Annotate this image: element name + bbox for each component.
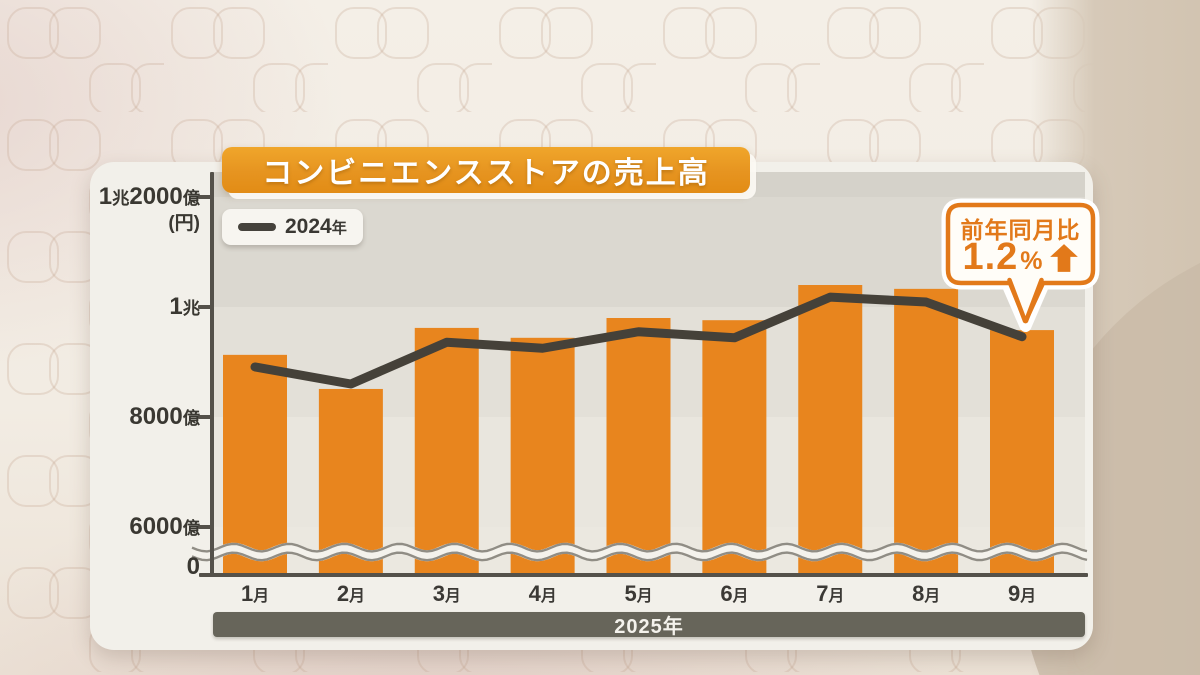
- bars-2025: [223, 285, 1054, 577]
- line-legend-swatch-icon: [238, 223, 276, 231]
- axes: [198, 172, 1088, 577]
- y-tick-8000: 8000億: [129, 403, 200, 430]
- yoy-callout-bubble: [941, 198, 1100, 332]
- y-tick-12000: 1兆2000億: [98, 183, 200, 210]
- x-tick-6月: 6月: [720, 581, 749, 606]
- yoy-unit: %: [1020, 246, 1043, 275]
- x-tick-8月: 8月: [912, 581, 941, 606]
- line-2024: [250, 292, 1027, 389]
- x-tick-1月: 1月: [240, 581, 270, 606]
- bar-3月: [414, 327, 479, 577]
- y-tick-0: 0: [186, 553, 200, 580]
- bar-6月: [702, 320, 767, 577]
- bar-8月: [894, 288, 959, 577]
- x-tick-4月: 4月: [528, 581, 557, 606]
- y-axis-unit: (円): [168, 213, 200, 234]
- x-tick-5月: 5月: [624, 581, 653, 606]
- bar-7月: [798, 285, 863, 577]
- up-arrow-icon: [1049, 244, 1078, 272]
- year-axis-bar: 2025年: [213, 612, 1085, 638]
- bar-9月: [990, 330, 1054, 577]
- x-tick-2月: 2月: [336, 581, 365, 606]
- legend-label: 2024年: [285, 215, 347, 238]
- yoy-callout-value: 1.2 %: [948, 235, 1093, 279]
- bar-1月: [223, 354, 287, 577]
- yoy-value: 1.2: [962, 235, 1019, 278]
- legend-2024: 2024年: [222, 209, 363, 245]
- chart-title-banner: コンビニエンスストアの売上高: [222, 147, 750, 193]
- bar-4月: [510, 337, 575, 577]
- y-tick-10000: 1兆: [169, 293, 200, 320]
- x-tick-7月: 7月: [816, 581, 845, 606]
- bar-5月: [606, 318, 671, 577]
- y-tick-6000: 6000億: [129, 513, 200, 540]
- x-tick-9月: 9月: [1007, 581, 1037, 606]
- year-axis-label: 2025年: [614, 616, 684, 638]
- yoy-callout-label: 前年同月比: [960, 217, 1081, 243]
- x-tick-3月: 3月: [432, 581, 461, 606]
- yoy-callout: 前年同月比 1.2 %: [948, 205, 1093, 283]
- chart-title: コンビニエンスストアの売上高: [262, 157, 710, 190]
- axis-break-wave: [189, 542, 1089, 562]
